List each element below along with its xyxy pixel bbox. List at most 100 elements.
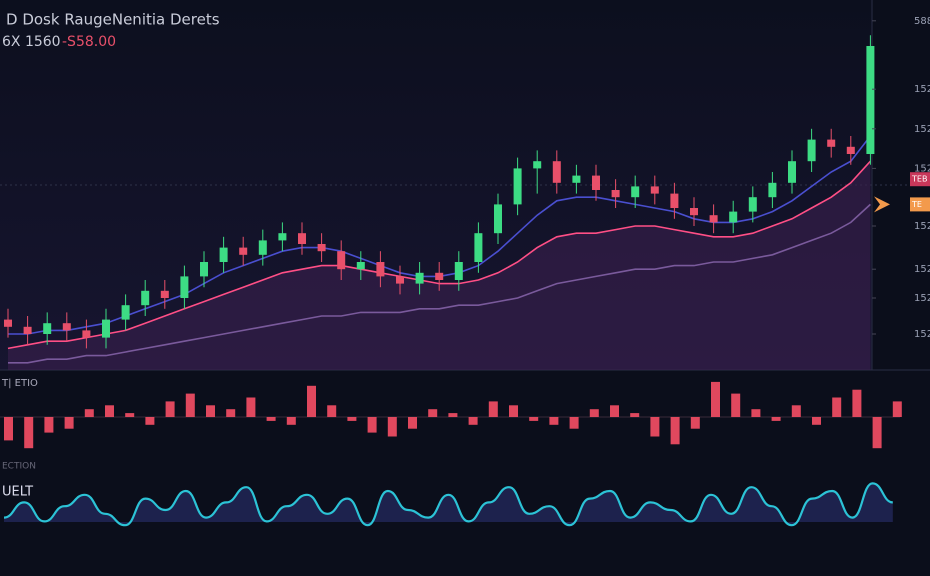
- histogram-bar: [428, 409, 438, 417]
- candle-body: [258, 240, 267, 255]
- candle-body: [337, 251, 346, 270]
- histogram-bar: [711, 381, 720, 417]
- candle-body: [317, 244, 326, 252]
- candle-body: [650, 186, 659, 194]
- histogram-bar: [670, 417, 680, 445]
- histogram-bar: [246, 397, 256, 417]
- symbol-price: 6X 1560: [2, 34, 61, 50]
- histogram-bar: [852, 389, 862, 417]
- candle-body: [376, 262, 385, 277]
- oscillator-label: UELT: [2, 485, 33, 500]
- histogram-label: T| ETIO: [1, 378, 38, 389]
- histogram-bar: [832, 397, 842, 417]
- histogram-bar: [488, 401, 498, 417]
- histogram-bar: [307, 385, 316, 417]
- y-tick-label: 152: [914, 293, 930, 304]
- candle-body: [494, 204, 502, 234]
- histogram-bar: [529, 417, 539, 421]
- candle-body: [866, 46, 875, 154]
- y-tick-label: 152: [914, 124, 930, 135]
- moving-average: [8, 203, 871, 364]
- candle-body: [709, 215, 718, 223]
- candle-body: [690, 208, 698, 216]
- y-tick-label: 152: [914, 264, 930, 275]
- candle-body: [631, 186, 640, 198]
- candle-body: [748, 197, 757, 212]
- histogram-bar: [44, 417, 54, 433]
- price-tag: [910, 197, 930, 212]
- histogram-bar: [145, 417, 155, 425]
- histogram-bar: [84, 409, 94, 417]
- histogram-bar: [690, 417, 700, 429]
- histogram-bar: [125, 413, 135, 417]
- histogram-bar: [286, 417, 296, 425]
- histogram-bar: [4, 417, 13, 441]
- candle-body: [23, 326, 32, 334]
- histogram-bar: [448, 413, 458, 417]
- chart-title: D Dosk RaugeNenitia Derets: [6, 11, 220, 29]
- candle-body: [102, 319, 110, 338]
- histogram-bar: [812, 417, 821, 425]
- oscillator-area: [4, 483, 893, 526]
- candle-body: [141, 290, 150, 306]
- candle-body: [121, 305, 130, 320]
- candle-body: [552, 161, 561, 183]
- histogram-bar: [509, 405, 518, 417]
- histogram-bar: [751, 409, 761, 417]
- candle-body: [239, 247, 248, 255]
- candle-body: [592, 175, 600, 190]
- candle-body: [278, 233, 287, 241]
- candle-body: [435, 272, 444, 280]
- histogram-bar: [468, 417, 478, 425]
- histogram-bar: [105, 405, 114, 417]
- oscillator-sublabel: ECTION: [2, 462, 36, 472]
- candle-body: [454, 262, 463, 280]
- histogram-bar: [226, 409, 236, 417]
- histogram-bar: [549, 417, 559, 425]
- candle-body: [827, 139, 836, 147]
- y-tick-label: 588: [914, 16, 930, 27]
- candle-body: [298, 233, 306, 244]
- price-tag-label: TE: [911, 200, 922, 209]
- candle-body: [415, 272, 424, 284]
- candle-body: [513, 168, 522, 205]
- ma-area: [8, 161, 871, 370]
- oscillator-line: [3, 482, 894, 527]
- y-tick-label: 152: [914, 84, 930, 95]
- histogram-bar: [185, 393, 195, 417]
- price-tag-label: TEB: [911, 175, 927, 184]
- candle-body: [611, 190, 620, 198]
- histogram-bar: [387, 417, 397, 437]
- candle-body: [670, 193, 679, 208]
- histogram-bar: [327, 405, 337, 417]
- histogram-bar: [347, 417, 357, 421]
- histogram-bar: [24, 417, 34, 449]
- histogram-bar: [408, 417, 417, 429]
- histogram-bar: [589, 409, 599, 417]
- y-tick-label: 152: [914, 221, 930, 232]
- candle-body: [788, 161, 796, 183]
- candle-body: [396, 276, 404, 284]
- histogram-bar: [266, 417, 276, 421]
- tag-arrow: [874, 196, 890, 213]
- candle-body: [4, 319, 12, 327]
- candle-body: [768, 182, 777, 198]
- histogram-bar: [731, 393, 741, 417]
- histogram-bar: [610, 405, 619, 417]
- candle-body: [533, 161, 542, 169]
- histogram-bar: [206, 405, 215, 417]
- histogram-bar: [791, 405, 801, 417]
- histogram-bar: [64, 417, 74, 429]
- histogram-bar: [569, 417, 579, 429]
- candle-body: [62, 323, 71, 331]
- price-tag: [910, 172, 930, 187]
- histogram-bar: [872, 417, 882, 449]
- candle-body: [82, 330, 91, 338]
- histogram-bar: [771, 417, 781, 421]
- candle-body: [807, 139, 816, 162]
- price-change: -S58.00: [62, 34, 116, 50]
- candle-body: [200, 262, 208, 277]
- histogram-bar: [630, 413, 640, 417]
- candle-body: [474, 233, 483, 262]
